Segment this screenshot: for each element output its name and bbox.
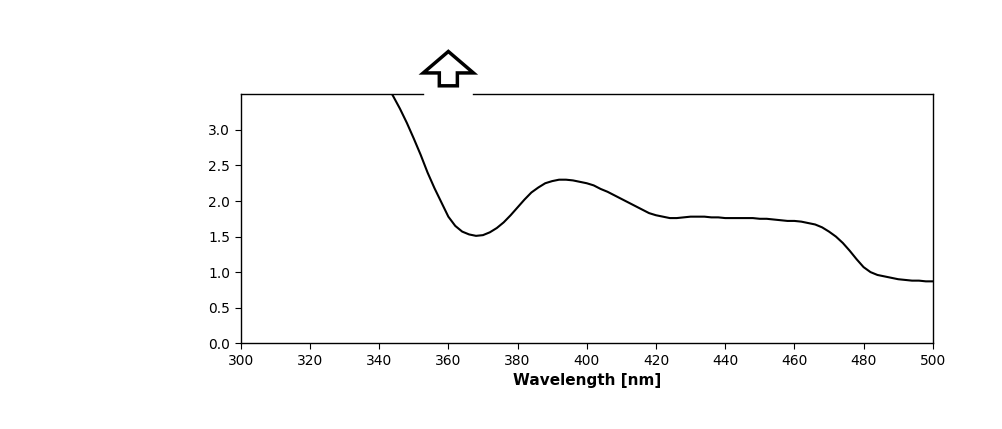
X-axis label: Wavelength [nm]: Wavelength [nm] bbox=[512, 373, 660, 388]
